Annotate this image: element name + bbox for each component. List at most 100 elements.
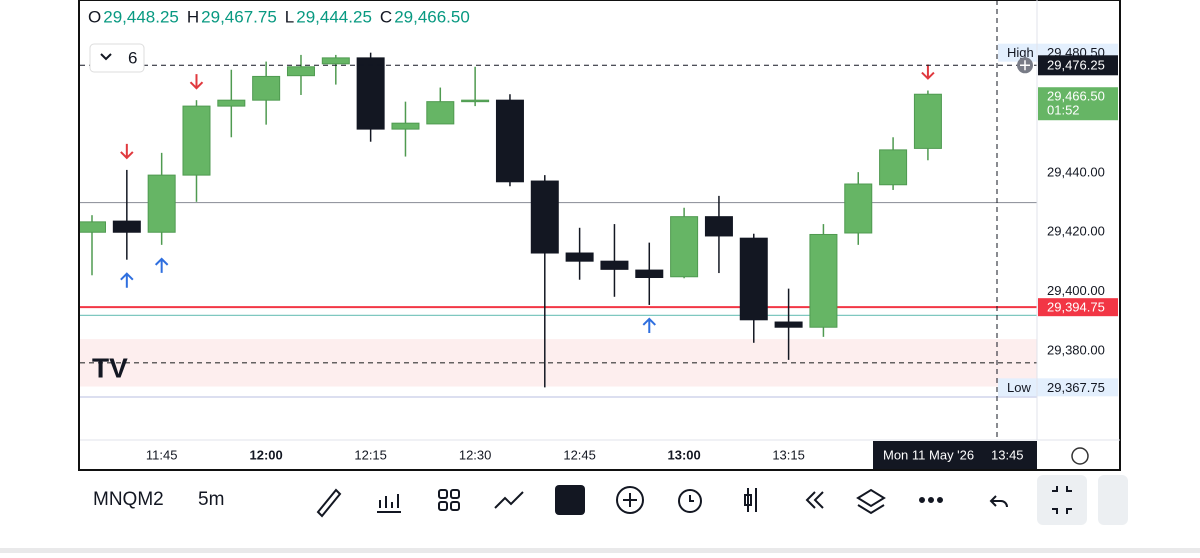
- crosshair-price: 29,476.25: [1047, 58, 1105, 73]
- plot: 29,394.75 29,380.00 29,400.00 29,420.00 29,4…: [78, 0, 1118, 469]
- next-button[interactable]: [1098, 475, 1128, 525]
- candle-body: [217, 99, 246, 107]
- buy-arrow: [642, 317, 656, 333]
- candle-body: [774, 321, 803, 328]
- fullscreen-button[interactable]: [1037, 475, 1087, 525]
- add-icon[interactable]: [616, 486, 644, 514]
- replay-icon[interactable]: [747, 488, 757, 512]
- tv-button[interactable]: [555, 485, 585, 515]
- price-label: 29,394.75: [1047, 300, 1105, 315]
- more-dot: [928, 497, 934, 503]
- indicator-toggle[interactable]: [89, 43, 145, 73]
- candle-body: [635, 269, 664, 279]
- crosshair-plus-sign: [1020, 60, 1030, 71]
- x-tick-label: 12:15: [354, 447, 387, 462]
- candle-body: [461, 99, 490, 103]
- alert-icon[interactable]: [678, 489, 702, 513]
- candle-body: [495, 99, 524, 183]
- sell-arrow: [120, 143, 134, 160]
- candle-body: [182, 105, 211, 176]
- candle-body: [426, 101, 455, 125]
- y-tick-label: 29,440.00: [1047, 164, 1105, 179]
- buy-arrow: [154, 257, 169, 273]
- add-plus: [623, 493, 637, 507]
- legend-key: L: [285, 7, 294, 26]
- fullscreen-icon: [1052, 486, 1072, 514]
- bottom-bar: [0, 548, 1200, 553]
- legend-key: C: [380, 7, 392, 26]
- x-tick-label: 12:30: [459, 447, 492, 462]
- replay-candle: [744, 494, 752, 506]
- candle-body: [600, 260, 629, 270]
- crosshair-clock: 13:45: [991, 447, 1024, 462]
- candle-body: [670, 216, 699, 278]
- candle-body: [112, 220, 141, 233]
- candle-body: [913, 93, 942, 149]
- x-tick-label: 13:15: [772, 447, 805, 462]
- low_marker-price: 29,367.75: [1047, 380, 1105, 395]
- candle-body: [391, 122, 420, 130]
- rewind-icon[interactable]: [805, 491, 824, 509]
- toolbar: [316, 475, 1128, 525]
- legend-value: 29,466.50: [394, 7, 470, 26]
- low_marker-bg: [998, 378, 1118, 397]
- legend-value: 29,467.75: [201, 7, 277, 26]
- candle-body: [739, 237, 768, 321]
- candle-body: [286, 66, 315, 77]
- draw-icon[interactable]: [316, 488, 342, 518]
- symbol[interactable]: MNQM2: [93, 489, 164, 510]
- x-tick-label: 11:45: [146, 447, 178, 462]
- candle-body: [252, 75, 281, 101]
- crosshair-date: Mon 11 May '26: [883, 447, 974, 462]
- candle-body: [321, 57, 350, 65]
- y-tick-label: 29,420.00: [1047, 224, 1105, 239]
- candle-body: [147, 174, 176, 233]
- grid-icon-part: [450, 501, 460, 511]
- indicators-icon[interactable]: [377, 494, 401, 513]
- more-dot: [937, 497, 943, 503]
- alert-hand: [689, 495, 694, 502]
- candle-body: [530, 180, 559, 254]
- crosshair-label-bg: [1038, 55, 1118, 76]
- candle-body: [78, 221, 106, 233]
- x-tick-label: 12:45: [563, 447, 596, 462]
- logo: TV: [92, 352, 128, 383]
- countdown: 01:52: [1047, 103, 1080, 118]
- candle-body: [879, 149, 908, 186]
- sell-arrow: [921, 64, 935, 80]
- price-label-bg: [1038, 298, 1118, 317]
- chevron-icon: [100, 53, 112, 61]
- x-tick-label: 12:00: [250, 447, 283, 462]
- legend-value: 29,444.25: [296, 7, 372, 26]
- last-price-bg: [1038, 87, 1118, 121]
- grid-icon-part: [450, 489, 460, 499]
- last-price: 29,466.50: [1047, 89, 1105, 104]
- interval[interactable]: 5m: [198, 489, 224, 510]
- legend-value: 29,448.25: [103, 7, 179, 26]
- indicator-count: 6: [128, 48, 137, 67]
- legend-key: O: [88, 7, 101, 26]
- candle-body: [565, 252, 594, 262]
- layers-icon[interactable]: [856, 488, 886, 515]
- candle-body: [356, 57, 385, 130]
- sell-arrow: [189, 74, 204, 90]
- more-icon[interactable]: [919, 497, 925, 503]
- y-tick-label: 29,400.00: [1047, 283, 1105, 298]
- settings-icon[interactable]: [1071, 447, 1089, 465]
- legend-key: H: [187, 7, 199, 26]
- buy-arrow: [120, 272, 134, 288]
- candle-body: [809, 233, 838, 328]
- x-tick-label: 13:00: [667, 447, 700, 462]
- undo-icon[interactable]: [989, 495, 1008, 508]
- candle-body: [704, 216, 733, 237]
- y-tick-label: 29,380.00: [1047, 342, 1105, 357]
- candle-body: [844, 183, 873, 234]
- grid-icon-part: [438, 501, 448, 511]
- frame: [78, 0, 1121, 471]
- compare-icon[interactable]: [494, 491, 524, 509]
- low_marker-text: Low: [1007, 380, 1031, 395]
- crosshair-time-bg: [873, 441, 1037, 469]
- high_marker-text: High: [1007, 45, 1034, 60]
- grid-icon[interactable]: [438, 489, 448, 499]
